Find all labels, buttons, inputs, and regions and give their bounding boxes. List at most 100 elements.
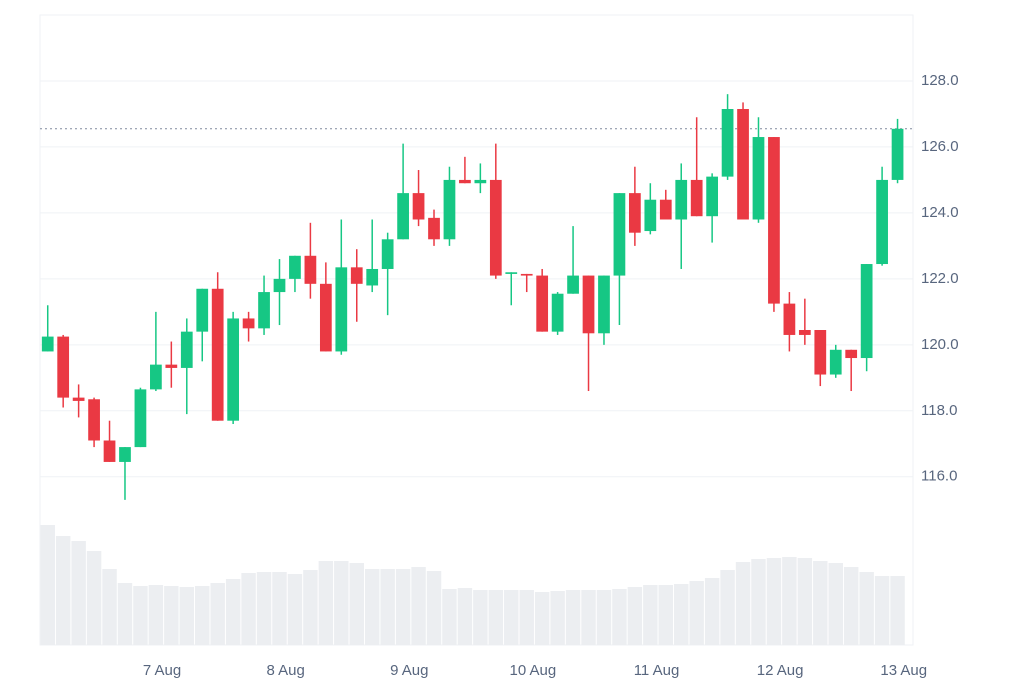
volume-bar: [550, 591, 565, 645]
candle-body: [721, 109, 734, 177]
volume-bar: [195, 586, 210, 645]
candle-body: [180, 331, 193, 368]
volume-bar: [426, 571, 442, 645]
volume-bar: [766, 558, 782, 645]
volume-bar: [596, 590, 612, 645]
candle-body: [582, 275, 595, 334]
y-tick-label: 120.0: [921, 336, 959, 353]
volume-bar: [272, 572, 287, 645]
x-tick-label: 10 Aug: [510, 662, 557, 679]
candle-body: [798, 330, 811, 335]
volume-bar: [797, 558, 813, 645]
volume-bar: [890, 576, 905, 645]
volume-bar: [395, 569, 411, 645]
candle-body: [196, 288, 209, 332]
x-tick-label: 8 Aug: [266, 662, 304, 679]
volume-bar: [334, 561, 349, 645]
volume-bar: [364, 569, 380, 645]
candle-body: [845, 349, 858, 359]
volume-bar: [720, 570, 735, 645]
volume-bar: [689, 581, 704, 645]
candle-body: [227, 318, 240, 421]
candle-body: [706, 176, 719, 217]
volume-bar: [303, 570, 318, 645]
x-tick-label: 11 Aug: [634, 662, 680, 679]
volume-bar: [40, 525, 55, 645]
candle-body: [304, 255, 317, 284]
volume-bar: [843, 567, 859, 645]
volume-bar: [241, 573, 256, 645]
candle-body: [505, 272, 518, 274]
x-tick-label: 13 Aug: [880, 662, 927, 679]
candle-body: [752, 137, 765, 220]
candle-body: [72, 397, 85, 401]
candle-body: [768, 137, 780, 304]
candle-body: [350, 267, 363, 284]
candle-body: [119, 447, 131, 462]
volume-bar: [179, 587, 195, 645]
candle-body: [258, 292, 270, 329]
y-tick-label: 122.0: [921, 270, 959, 287]
candle-body: [489, 179, 502, 276]
candle-body: [381, 239, 394, 269]
y-tick-label: 124.0: [921, 204, 959, 221]
candle-body: [397, 193, 409, 240]
candle-body: [242, 318, 255, 329]
volume-bar: [349, 563, 364, 645]
volume-bar: [782, 557, 797, 645]
candle-body: [88, 399, 100, 441]
volume-bar: [488, 590, 504, 645]
candle-body: [134, 389, 147, 448]
volume-bar: [473, 590, 488, 645]
x-tick-label: 9 Aug: [390, 662, 428, 679]
volume-bar: [442, 589, 457, 645]
candle-body: [644, 199, 657, 232]
candle-body: [598, 275, 610, 334]
volume-bar: [148, 585, 164, 645]
volume-bar: [287, 574, 303, 645]
volume-bar: [133, 586, 148, 645]
volume-bar: [751, 559, 766, 645]
candle-body: [150, 364, 162, 390]
x-tick-label: 12 Aug: [757, 662, 804, 679]
volume-bar: [643, 585, 658, 645]
candle-body: [335, 267, 348, 352]
volume-bar: [55, 536, 71, 645]
volume-bar: [704, 578, 720, 645]
candle-body: [690, 179, 703, 217]
candle-body: [737, 109, 749, 220]
volume-bar: [612, 589, 627, 645]
volume-bar: [581, 590, 596, 645]
volume-bar: [71, 541, 86, 645]
candle-body: [459, 179, 471, 184]
volume-bar: [256, 572, 272, 645]
candle-body: [876, 179, 888, 265]
volume-bar: [828, 563, 843, 645]
candle-body: [860, 264, 873, 359]
volume-bar: [210, 583, 225, 645]
candle-body: [551, 293, 564, 332]
candle-body: [536, 275, 549, 332]
candle-body: [273, 278, 286, 293]
candle-body: [165, 364, 178, 368]
plot-frame: [39, 14, 914, 646]
volume-bar: [534, 592, 550, 645]
candle-body: [783, 303, 796, 335]
volume-bar: [457, 588, 473, 645]
candle-body: [443, 179, 456, 240]
volume-bar: [318, 561, 334, 645]
candle-body: [675, 179, 688, 220]
y-tick-label: 118.0: [921, 402, 957, 419]
candle-body: [829, 349, 842, 375]
candle-body: [211, 288, 224, 421]
volume-bar: [102, 569, 117, 645]
volume-bar: [86, 551, 102, 645]
candle-body: [474, 179, 487, 184]
volume-bar: [411, 567, 426, 645]
volume-bar: [874, 576, 890, 645]
candle-body: [567, 275, 579, 294]
x-tick-label: 7 Aug: [143, 662, 181, 679]
volume-bar: [735, 562, 751, 645]
candle-body: [659, 199, 672, 220]
volume-bar: [164, 586, 179, 645]
